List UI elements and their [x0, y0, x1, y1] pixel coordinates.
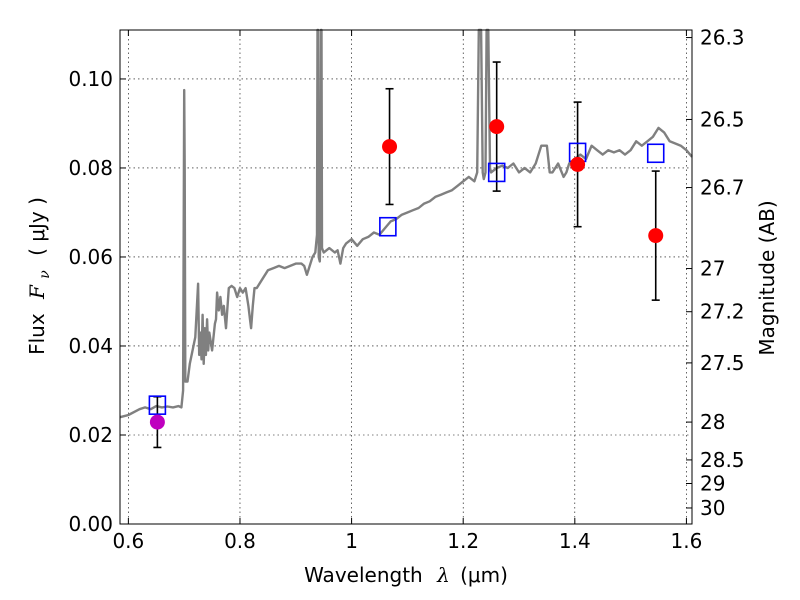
y-tick-label: 0.00: [68, 512, 113, 536]
magnitude-tick-label: 27.5: [700, 351, 745, 375]
magnitude-tick-label: 26.7: [700, 176, 745, 200]
y-tick-label: 0.10: [68, 67, 113, 91]
y-tick-label: 0.06: [68, 245, 113, 269]
magnitude-tick-label: 26.5: [700, 107, 745, 131]
y-tick-label: 0.02: [68, 423, 113, 447]
magnitude-tick-label: 29: [700, 472, 725, 496]
model-photometry-layer: [148, 142, 665, 415]
y-axis-label: Flux F ν ( μJy ): [25, 197, 54, 355]
y-tick-label: 0.04: [68, 334, 113, 358]
errorbar-layer: [153, 61, 660, 449]
plot-frame: [119, 29, 693, 525]
magnitude-tick-label: 26.3: [700, 26, 745, 50]
model-photometry-point: [379, 216, 397, 237]
y-tick-labels: 0.00 0.02 0.04 0.06 0.08 0.10: [68, 67, 113, 536]
observed-data-point: [149, 414, 165, 430]
model-photometry-point: [646, 143, 665, 164]
x-axis-label: Wavelength λ (μm): [304, 563, 508, 587]
grid-lines: [120, 30, 692, 525]
spectrum-layer: [119, 28, 693, 419]
x-tick-label: 1: [345, 529, 358, 553]
magnitude-tick-label: 28.5: [700, 448, 745, 472]
magnitude-tick-label: 28: [700, 410, 725, 434]
tick-marks: [120, 30, 692, 525]
observed-data-point: [489, 119, 505, 135]
observed-data-point: [648, 228, 664, 244]
x-tick-labels: 0.6 0.8 1 1.2 1.4 1.6: [112, 529, 702, 553]
model-spectrum-line: [119, 28, 693, 419]
x-tick-label: 1.4: [559, 529, 591, 553]
observed-data-point: [382, 139, 398, 155]
magnitude-tick-label: 30: [700, 496, 725, 520]
model-photometry-point: [487, 162, 506, 183]
magnitude-tick-label: 27.2: [700, 300, 745, 324]
magnitude-axis-label: Magnitude (AB): [755, 200, 779, 355]
x-tick-label: 0.8: [224, 529, 256, 553]
x-tick-label: 0.6: [112, 529, 144, 553]
magnitude-tick-label: 27: [700, 257, 725, 281]
observed-data-point: [570, 156, 586, 172]
observed-points-layer: [149, 119, 664, 430]
y-tick-label: 0.08: [68, 156, 113, 180]
x-tick-label: 1.6: [671, 529, 703, 553]
x-tick-label: 1.2: [447, 529, 479, 553]
model-photometry-point: [148, 395, 167, 415]
